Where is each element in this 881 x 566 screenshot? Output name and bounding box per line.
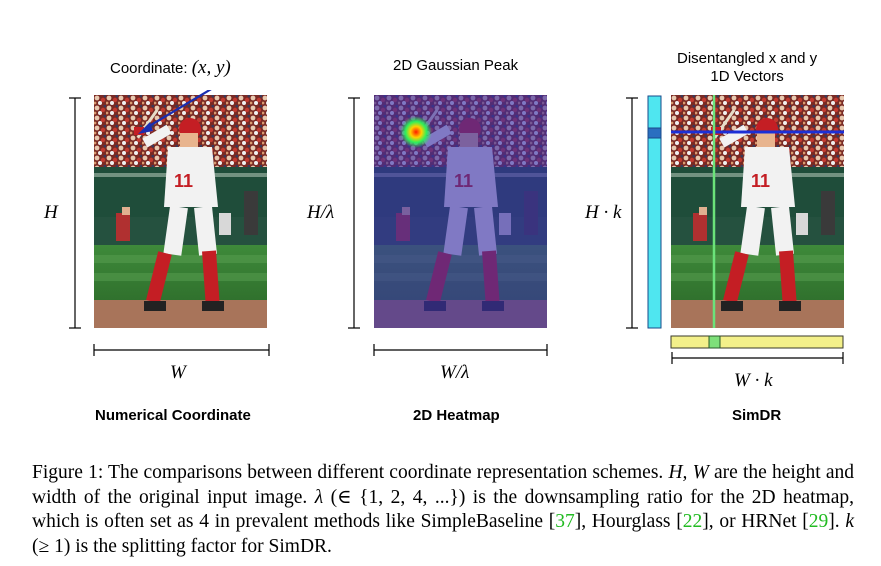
panel1-height-label: H	[44, 202, 58, 223]
citation-link[interactable]: 37	[555, 511, 575, 532]
panel3-width-bracket	[671, 352, 844, 364]
panel2-height-label: H/λ	[307, 202, 335, 223]
panel1-top-label: Coordinate: (x, y)	[110, 57, 231, 78]
citation-link[interactable]: 29	[808, 511, 829, 532]
panel1-figure	[69, 90, 267, 329]
panel1-width-label: W	[170, 362, 186, 383]
panel2-width-bracket	[373, 344, 548, 356]
panel3-width-label: W · k	[734, 370, 773, 391]
panel1-width-bracket	[93, 344, 270, 356]
panel2-title: 2D Heatmap	[413, 407, 500, 424]
panel2-figure	[348, 95, 547, 329]
panel2-top-label: 2D Gaussian Peak	[393, 57, 519, 74]
citation-link[interactable]: 22	[682, 511, 703, 532]
panel3-figure	[626, 95, 844, 349]
panel2-width-label: W/λ	[440, 362, 470, 383]
panel3-title: SimDR	[732, 407, 782, 424]
panel3-top-label: Disentangled x and y 1D Vectors	[677, 50, 818, 85]
panel3-height-label: H · k	[585, 202, 622, 223]
panel1-title: Numerical Coordinate	[95, 407, 251, 424]
figure-caption: Figure 1: The comparisons between differ…	[32, 462, 855, 557]
coordinate-math: (x, y)	[191, 57, 231, 78]
